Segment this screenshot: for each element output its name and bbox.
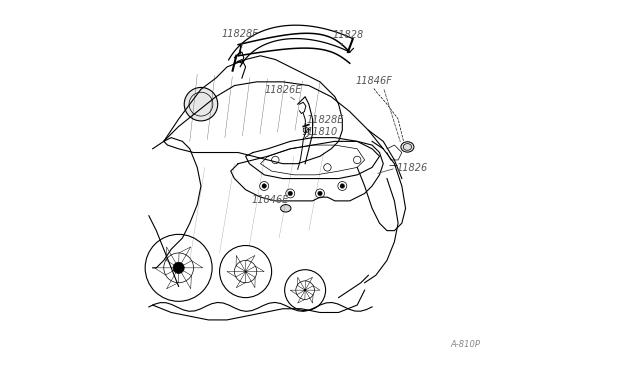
Text: 11810: 11810 [307, 128, 338, 137]
Text: A-810P: A-810P [450, 340, 480, 349]
Text: 11828F: 11828F [221, 29, 259, 39]
Ellipse shape [401, 142, 414, 152]
Circle shape [318, 191, 322, 196]
Polygon shape [303, 128, 310, 133]
Text: 11828: 11828 [332, 30, 364, 40]
Text: 11826E: 11826E [264, 85, 301, 95]
Text: 11846E: 11846E [251, 195, 289, 205]
Ellipse shape [280, 205, 291, 212]
Circle shape [173, 262, 184, 273]
Text: 11826: 11826 [396, 163, 428, 173]
Circle shape [288, 191, 292, 196]
Text: 11828E: 11828E [307, 115, 344, 125]
Text: 11846F: 11846F [355, 76, 392, 86]
Circle shape [184, 87, 218, 121]
Circle shape [262, 184, 266, 188]
Circle shape [340, 184, 344, 188]
